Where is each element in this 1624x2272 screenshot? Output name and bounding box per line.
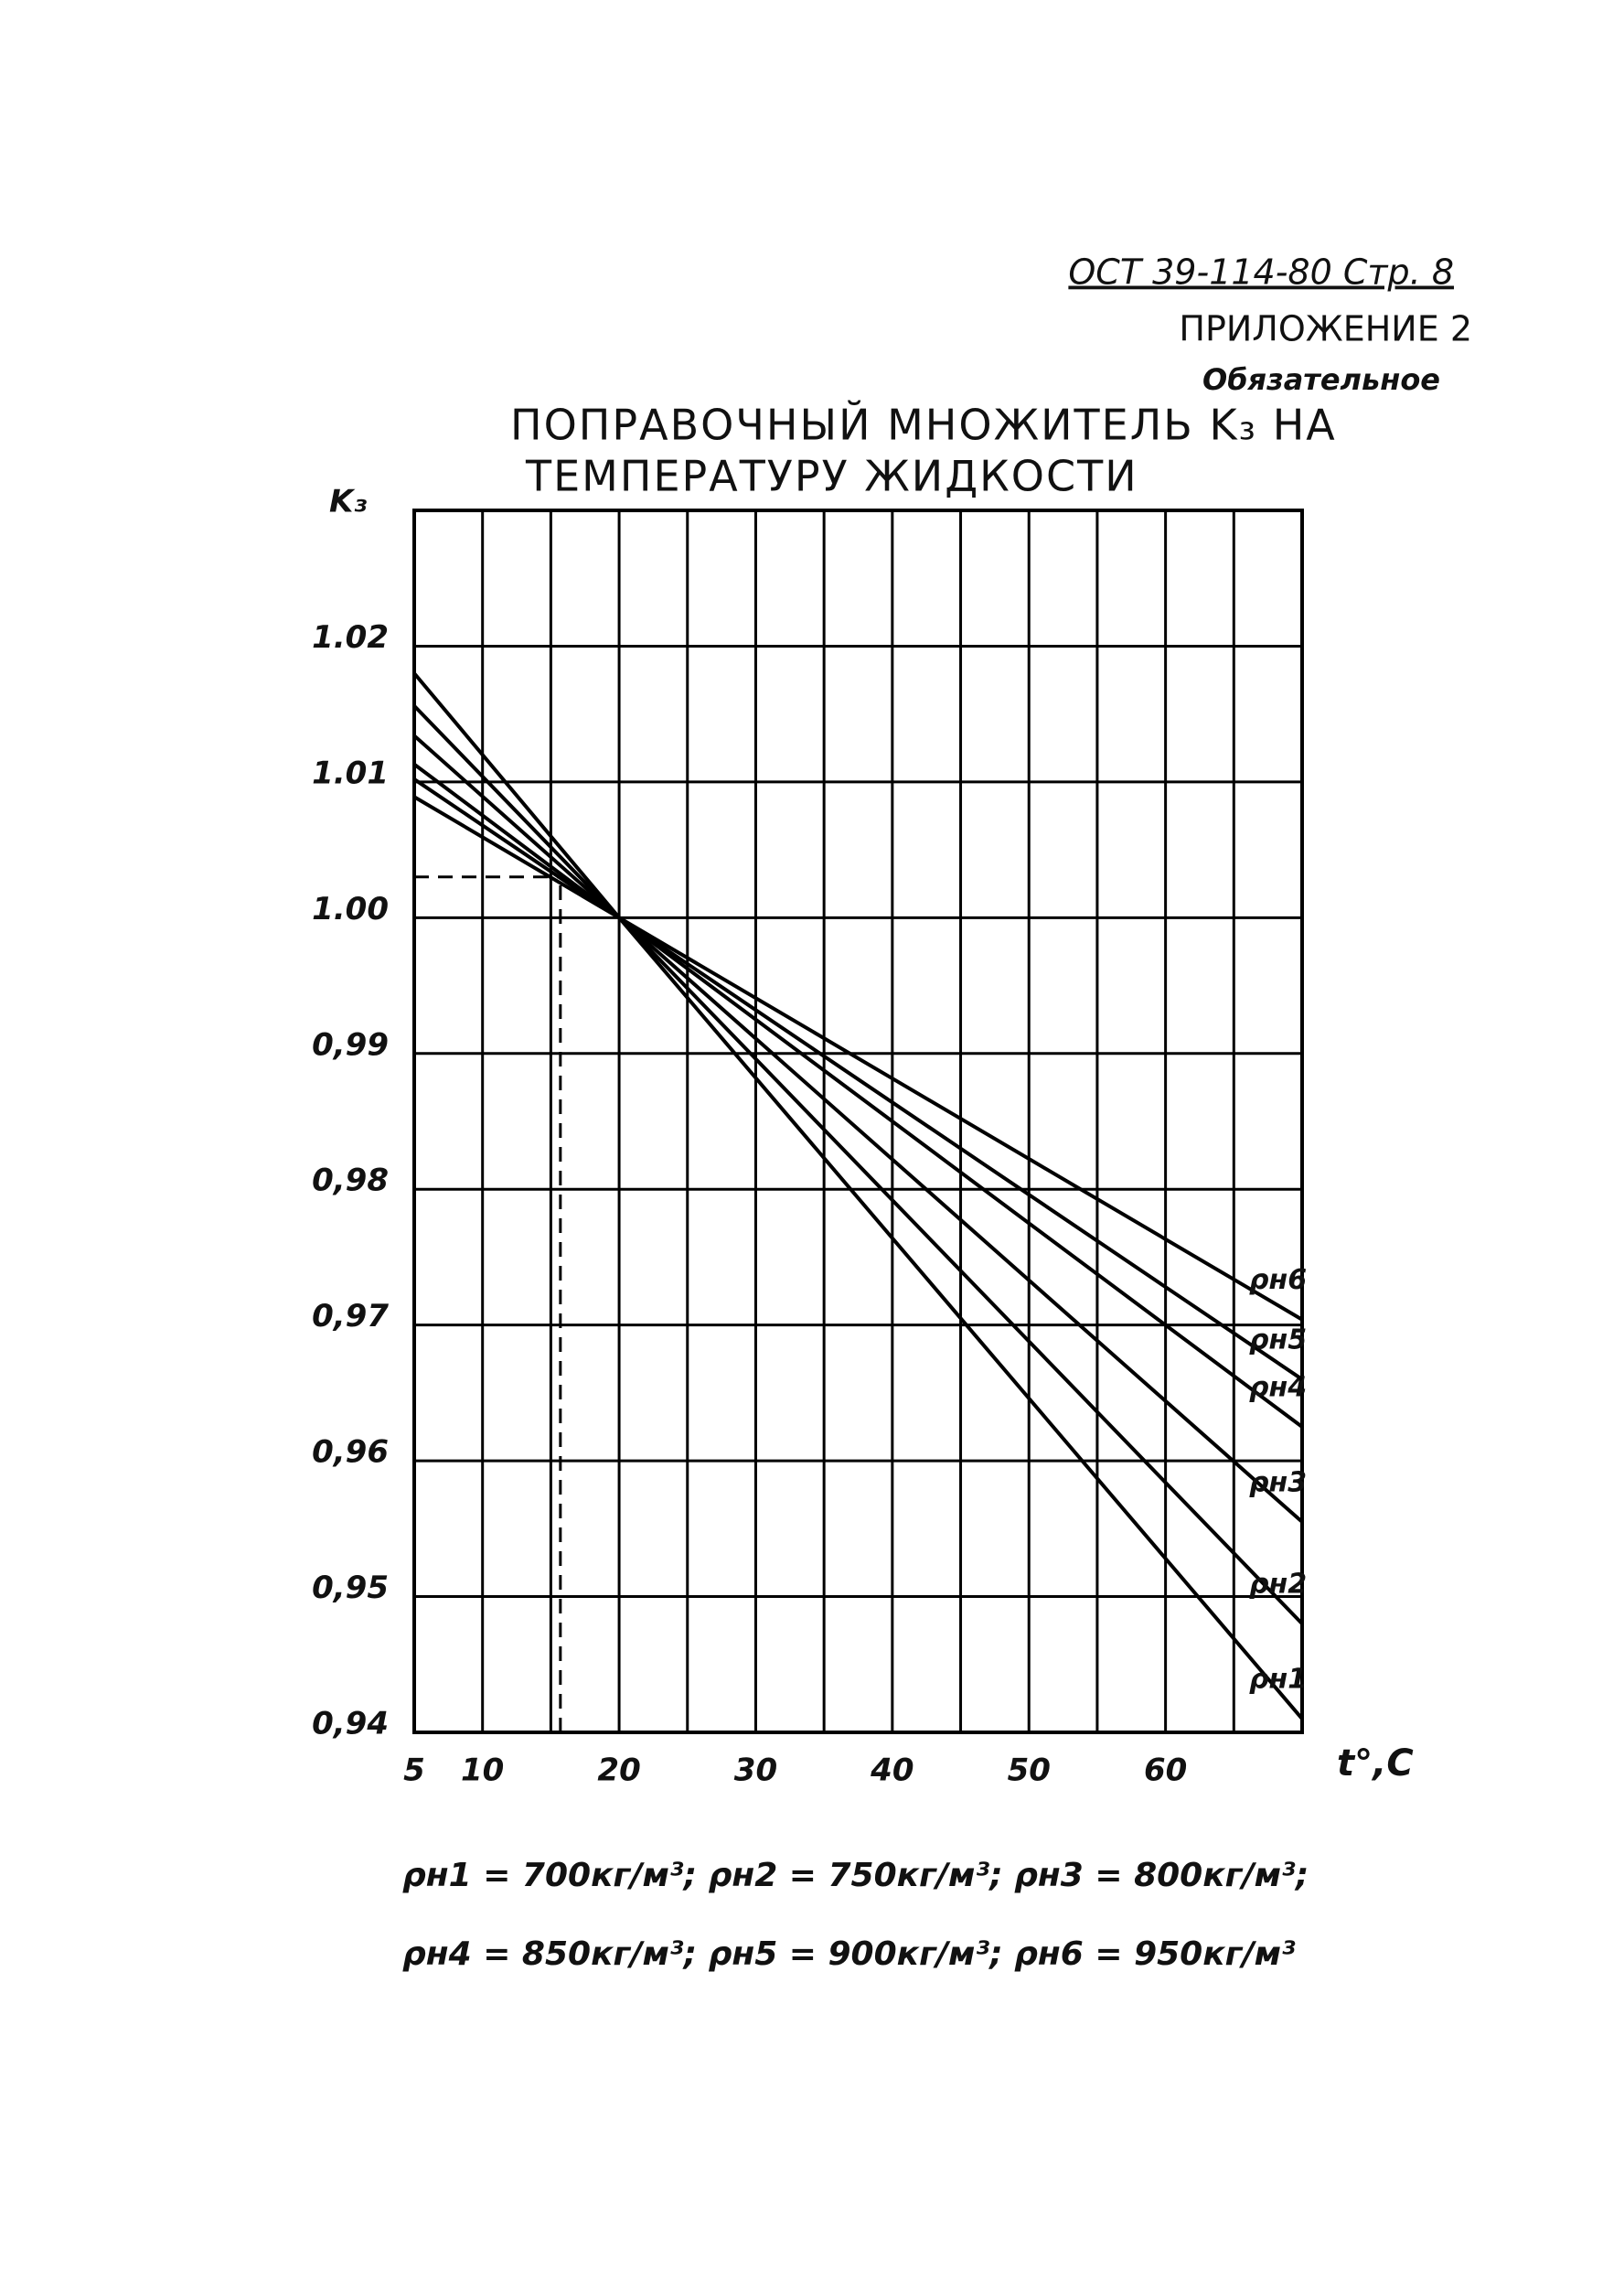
series-label: ρн1 bbox=[1249, 1664, 1307, 1696]
x-tick-label: 10 bbox=[461, 1752, 504, 1789]
appendix: ПРИЛОЖЕНИЕ 2 bbox=[1179, 309, 1472, 349]
x-tick-label: 40 bbox=[870, 1752, 914, 1789]
y-tick-label: 1.00 bbox=[312, 891, 389, 927]
y-axis-label: K₃ bbox=[329, 484, 367, 520]
y-tick-label: 1.02 bbox=[312, 619, 389, 656]
x-tick-label: 60 bbox=[1144, 1752, 1187, 1789]
y-tick-label: 0,94 bbox=[312, 1706, 389, 1742]
y-tick-label: 0,98 bbox=[312, 1163, 389, 1199]
y-tick-label: 0,97 bbox=[312, 1298, 389, 1334]
y-tick-label: 0,96 bbox=[312, 1434, 389, 1471]
chart-title: ПОПРАВОЧНЫЙ МНОЖИТЕЛЬ K₃ НА bbox=[510, 401, 1337, 450]
x-tick-label: 30 bbox=[734, 1752, 777, 1789]
chart-title: ТЕМПЕРАТУРУ ЖИДКОСТИ bbox=[525, 452, 1138, 501]
series-line bbox=[412, 734, 1304, 1524]
y-tick-label: 0,99 bbox=[312, 1026, 389, 1063]
series-line bbox=[412, 671, 1304, 1720]
series-line bbox=[412, 777, 1304, 1381]
series-label: ρн3 bbox=[1249, 1466, 1307, 1498]
x-tick-label: 5 bbox=[403, 1752, 425, 1789]
status: Обязательное bbox=[1202, 362, 1440, 397]
x-tick-label: 20 bbox=[597, 1752, 640, 1789]
plot-frame bbox=[412, 509, 1304, 1734]
series-line bbox=[412, 704, 1304, 1625]
doc-code: ОСТ 39-114-80 Стр. 8 bbox=[1068, 252, 1454, 293]
series-line bbox=[412, 795, 1304, 1322]
x-tick-label: 50 bbox=[1008, 1752, 1051, 1789]
note: ρн4 = 850кг/м³; ρн5 = 900кг/м³; ρн6 = 95… bbox=[402, 1935, 1296, 1973]
series-label: ρн2 bbox=[1249, 1569, 1307, 1601]
y-tick-label: 0,95 bbox=[312, 1570, 389, 1606]
note: ρн1 = 700кг/м³; ρн2 = 750кг/м³; ρн3 = 80… bbox=[402, 1857, 1309, 1894]
series-line bbox=[412, 762, 1304, 1429]
series-label: ρн6 bbox=[1249, 1264, 1307, 1296]
y-tick-label: 1.01 bbox=[312, 755, 389, 791]
series-label: ρн5 bbox=[1249, 1324, 1307, 1356]
x-axis-label: t°,C bbox=[1337, 1742, 1414, 1784]
